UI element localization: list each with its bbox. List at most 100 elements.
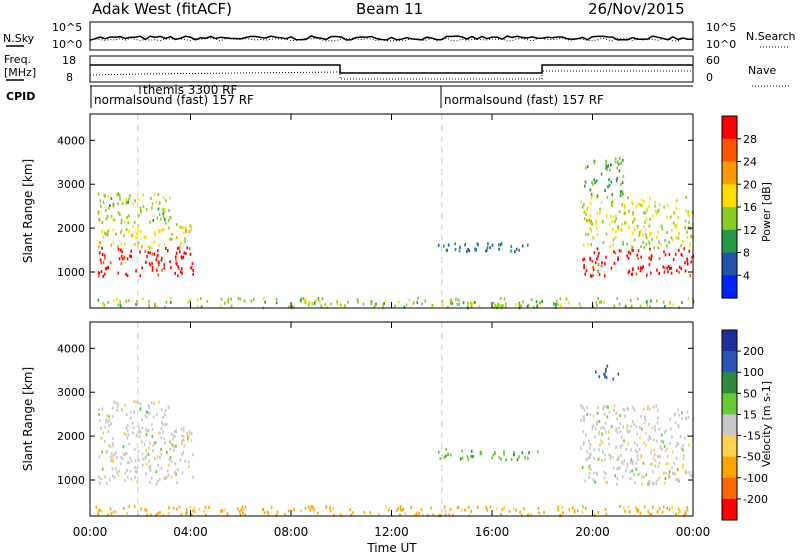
velocity-cell-0: [129, 456, 131, 460]
power-cell-0: [151, 252, 154, 256]
velocity-cell-3: [648, 435, 651, 439]
power-cell-7: [302, 297, 305, 301]
velocity-cell-4: [604, 375, 606, 379]
velocity-cell-3: [612, 456, 614, 460]
velocity-cell-0: [153, 457, 156, 460]
power-cell-0: [104, 267, 107, 271]
velocity-cell-0: [160, 436, 162, 440]
power-cell-1: [182, 226, 184, 230]
power-cell-1: [171, 232, 173, 236]
velocity-cell-1: [101, 407, 104, 411]
power-cell-0: [181, 271, 183, 275]
velocity-cell-3: [595, 427, 597, 431]
power-cell-7: [304, 298, 307, 302]
velocity-cell-0: [112, 459, 114, 463]
velocity-cell-3: [661, 447, 663, 451]
velocity-cell-5: [561, 506, 564, 510]
power-cell-5: [589, 227, 592, 231]
power-cell-6: [604, 189, 606, 192]
power-cell-2: [104, 194, 106, 198]
velocity-cell-3: [653, 449, 655, 453]
velocity-cell-5: [98, 508, 100, 512]
power-cell-7: [113, 299, 115, 303]
power-colorbar-tick-label: 8: [743, 247, 750, 260]
velocity-colorbar-swatch: [722, 393, 737, 415]
velocity-cell-0: [187, 438, 189, 442]
velocity-cell-5: [399, 507, 402, 511]
power-cell-7: [618, 302, 621, 306]
velocity-cell-0: [111, 442, 114, 446]
power-cell-0: [167, 249, 169, 252]
power-cell-5: [640, 203, 642, 207]
velocity-cell-3: [672, 450, 674, 454]
power-cell-2: [125, 201, 128, 205]
power-cell-2: [165, 199, 167, 203]
velocity-cell-5: [378, 512, 380, 516]
power-cell-7: [220, 297, 223, 301]
power-cell-1: [147, 245, 149, 249]
velocity-cell-5: [126, 512, 128, 516]
velocity-cell-3: [641, 482, 643, 486]
power-cell-7: [187, 300, 190, 304]
power-cell-7: [317, 298, 320, 302]
power-cell-5: [605, 214, 608, 218]
velocity-cell-0: [134, 466, 136, 470]
x-tick-label: 00:00: [73, 525, 108, 539]
velocity-cell-1: [148, 406, 150, 410]
power-cell-5: [615, 229, 617, 233]
velocity-cell-5: [523, 507, 525, 511]
velocity-cell-0: [143, 443, 146, 447]
velocity-cell-3: [602, 407, 604, 411]
power-cell-7: [596, 303, 598, 307]
power-cell-2: [116, 193, 118, 197]
velocity-cell-3: [652, 405, 655, 409]
velocity-cell-5: [339, 512, 342, 516]
power-cell-6: [610, 163, 612, 167]
power-cell-2: [158, 201, 161, 205]
velocity-cell-5: [426, 513, 429, 517]
power-cell-5: [669, 215, 672, 219]
power-cell-5: [670, 236, 673, 240]
velocity-cell-3: [659, 446, 662, 450]
power-cell-6: [611, 193, 614, 197]
power-cell-5: [623, 204, 626, 207]
power-cell-7: [356, 298, 359, 301]
velocity-cell-0: [186, 433, 189, 437]
velocity-cell-5: [220, 509, 222, 513]
power-cell-1: [141, 245, 143, 249]
velocity-cell-5: [304, 506, 307, 510]
velocity-cell-5: [186, 508, 188, 512]
velocity-cell-4: [606, 364, 609, 368]
power-cell-5: [595, 196, 598, 200]
velocity-cell-0: [171, 443, 174, 447]
power-cell-1: [153, 240, 155, 244]
power-cell-5: [668, 241, 670, 244]
velocity-cell-3: [623, 408, 626, 412]
power-cell-6: [610, 180, 612, 184]
power-cell-0: [125, 272, 127, 276]
power-cell-5: [654, 200, 657, 204]
power-cell-5: [625, 221, 628, 225]
velocity-cell-3: [615, 445, 617, 449]
velocity-cell-5: [649, 513, 651, 516]
velocity-cell-0: [169, 440, 172, 444]
velocity-cell-0: [186, 431, 189, 435]
velocity-cell-2: [524, 456, 526, 460]
velocity-cell-0: [135, 433, 138, 437]
power-cell-5: [649, 233, 651, 237]
power-cell-4: [663, 270, 666, 274]
power-cell-1: [133, 243, 135, 246]
power-cell-0: [103, 256, 106, 260]
power-cell-5: [623, 221, 626, 225]
velocity-cell-3: [672, 472, 674, 475]
velocity-cell-5: [223, 508, 226, 512]
velocity-cell-0: [159, 477, 161, 481]
power-cell-4: [592, 268, 595, 272]
power-cell-4: [596, 247, 599, 251]
velocity-cell-3: [585, 458, 588, 462]
power-cell-2: [129, 194, 131, 198]
power-cell-4: [617, 258, 619, 262]
power-cell-2: [117, 202, 119, 206]
power-cell-7: [478, 304, 481, 308]
